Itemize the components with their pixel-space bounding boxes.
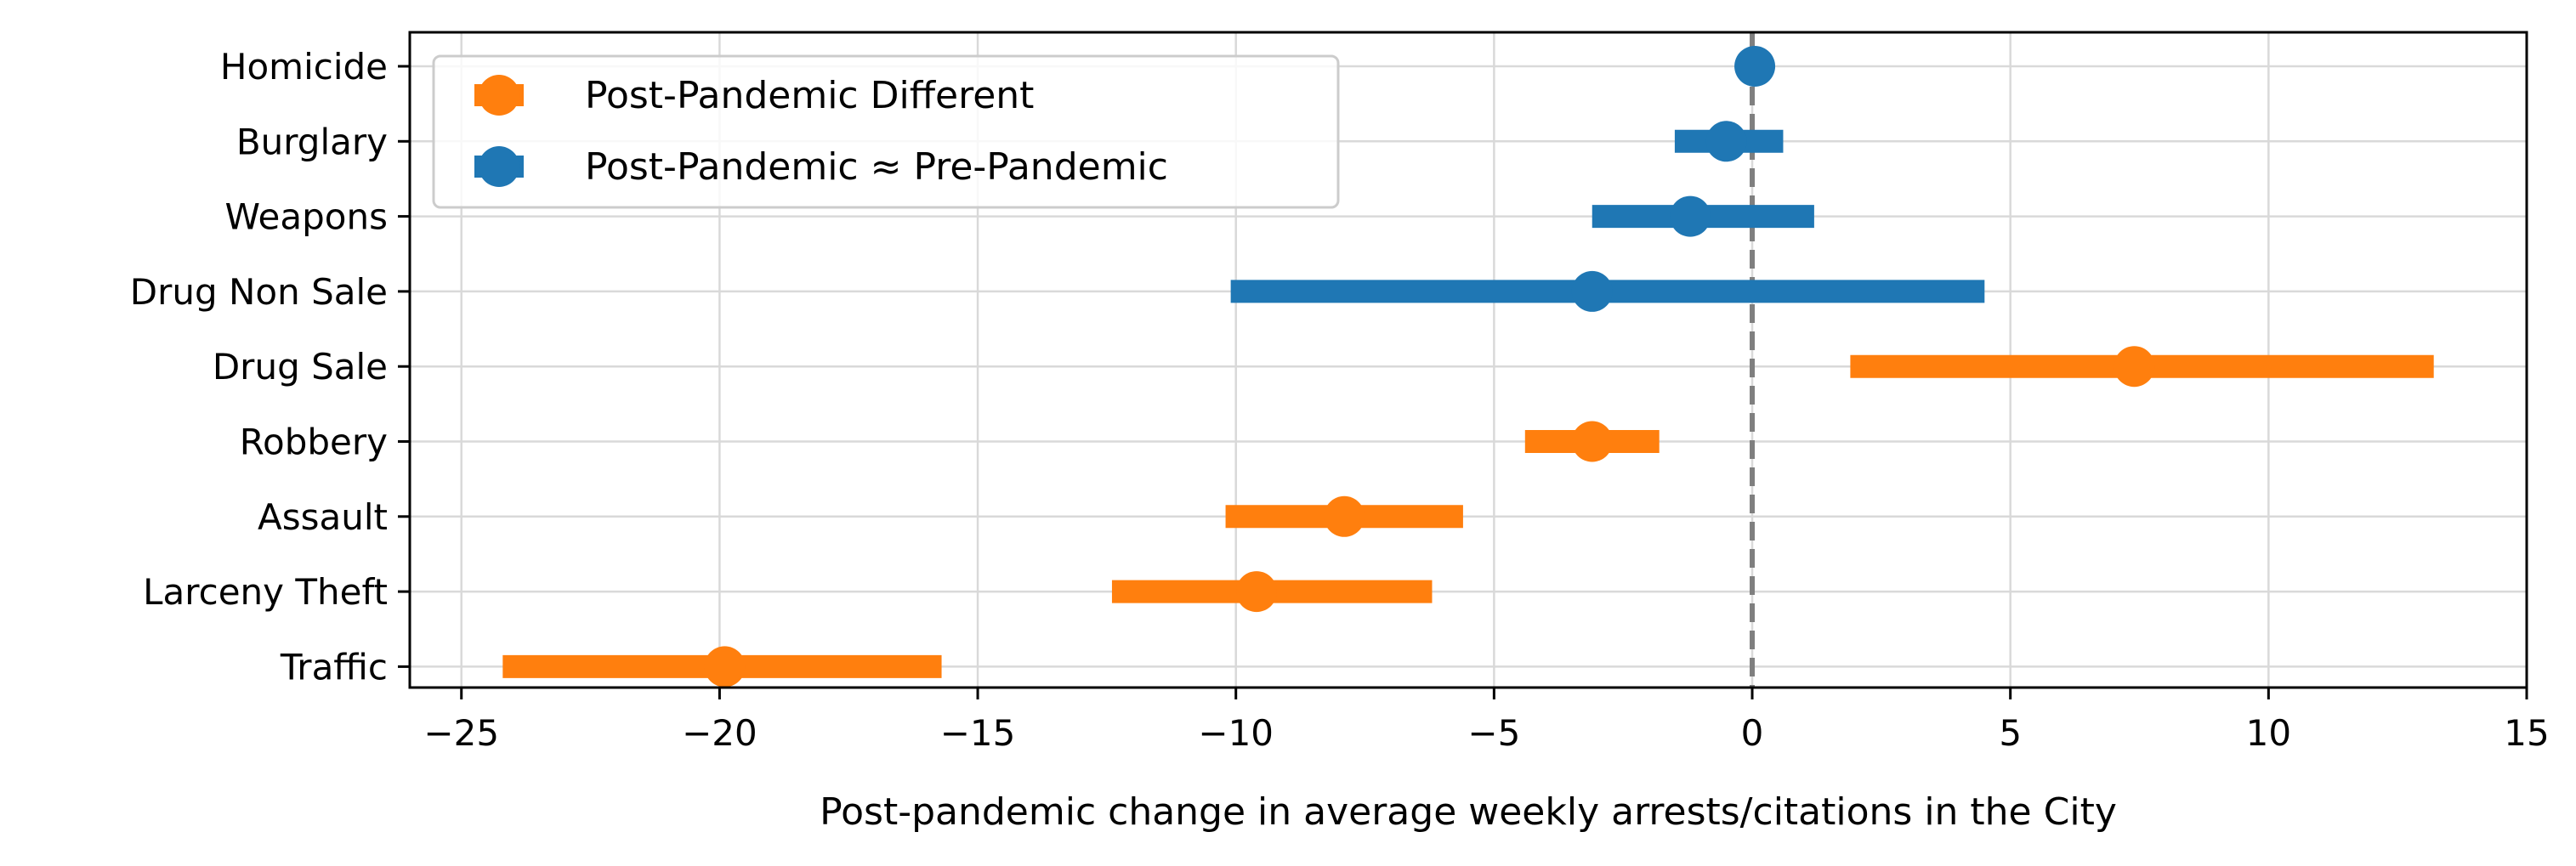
- point-estimate-marker: [1670, 195, 1711, 237]
- point-estimate-marker: [1236, 571, 1277, 613]
- x-tick-label: −15: [940, 712, 1016, 754]
- y-tick-label: Homicide: [220, 46, 388, 88]
- x-tick-label: 15: [2504, 712, 2549, 754]
- point-estimate-marker: [2114, 346, 2155, 388]
- point-estimate-marker: [1324, 495, 1365, 537]
- x-axis-label: Post-pandemic change in average weekly a…: [820, 790, 2117, 834]
- legend: Post-Pandemic Different Post-Pandemic ≈ …: [432, 54, 1340, 209]
- y-tick-label: Traffic: [280, 646, 388, 688]
- legend-label: Post-Pandemic Different: [585, 74, 1034, 117]
- legend-swatch-marker: [479, 75, 519, 116]
- y-tick-label: Burglary: [236, 121, 388, 162]
- data-series: [502, 46, 2434, 688]
- legend-box: [432, 54, 1340, 209]
- point-estimate-marker: [1571, 421, 1613, 462]
- x-tick-label: 5: [1999, 712, 2022, 754]
- point-estimate-marker: [704, 646, 746, 688]
- legend-swatch-marker: [479, 146, 519, 187]
- y-tick-label: Larceny Theft: [143, 571, 388, 613]
- legend-entry-similar: Post-Pandemic ≈ Pre-Pandemic: [474, 145, 1168, 189]
- x-tick-label: −25: [423, 712, 499, 754]
- point-estimate-marker: [1571, 270, 1613, 312]
- x-tick-label: 10: [2246, 712, 2291, 754]
- y-tick-label: Assault: [258, 496, 388, 538]
- y-tick-label: Drug Sale: [213, 346, 388, 388]
- x-tick-label: −5: [1467, 712, 1520, 754]
- y-tick-label: Drug Non Sale: [130, 271, 388, 313]
- point-estimate-marker: [1705, 121, 1747, 162]
- x-tick-label: 0: [1741, 712, 1764, 754]
- x-axis-ticks: −25 −20 −15 −10 −5 0 5 10 15: [423, 688, 2550, 754]
- x-tick-label: −20: [682, 712, 757, 754]
- point-estimate-marker: [1734, 46, 1776, 87]
- y-tick-label: Robbery: [240, 422, 388, 463]
- y-tick-label: Weapons: [224, 196, 388, 238]
- legend-label: Post-Pandemic ≈ Pre-Pandemic: [585, 145, 1168, 189]
- y-axis-ticks: Homicide Burglary Weapons Drug Non Sale Drug…: [130, 46, 410, 688]
- x-tick-label: −10: [1198, 712, 1274, 754]
- plot-frame: [408, 31, 2528, 689]
- legend-entry-different: Post-Pandemic Different: [474, 74, 1034, 117]
